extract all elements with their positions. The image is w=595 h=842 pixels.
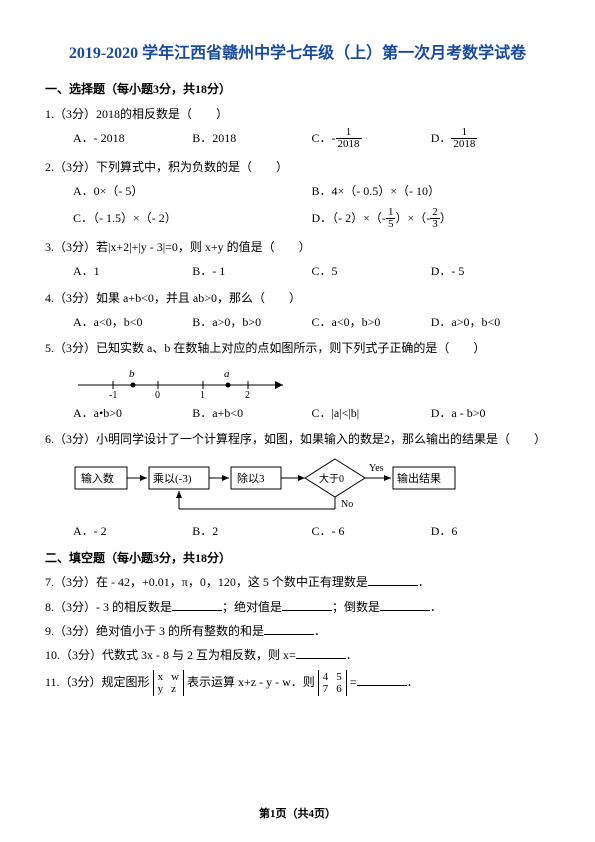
- section-2-header: 二、填空题（每小题3分，共18分）: [45, 548, 550, 568]
- q2-options-2: C．（- 1.5）×（- 2） D．（- 2）×（- 15）×（- 23）: [73, 208, 550, 231]
- q3-B: B．- 1: [192, 261, 311, 281]
- svg-text:1: 1: [200, 390, 205, 399]
- section-1-header: 一、选择题（每小题3分，共18分）: [45, 79, 550, 99]
- q8-blank1: [172, 598, 222, 611]
- q5-options: A．a•b>0 B．a+b<0 C．|a|<|b| D．a - b>0: [73, 403, 550, 423]
- q8-blank2: [282, 598, 332, 611]
- svg-text:0: 0: [155, 390, 160, 399]
- q6-options: A．- 2 B．2 C．- 6 D．6: [73, 521, 550, 541]
- q3-C: C．5: [312, 261, 431, 281]
- q4-options: A．a<0，b<0 B．a>0，b>0 C．a<0，b>0 D．a>0，b<0: [73, 312, 550, 332]
- q3-options: A．1 B．- 1 C．5 D．- 5: [73, 261, 550, 281]
- q11-blank: [357, 673, 407, 686]
- q7-blank: [368, 573, 418, 586]
- q6-A: A．- 2: [73, 521, 192, 541]
- q6-C: C．- 6: [312, 521, 431, 541]
- q4-stem: 4.（3分）如果 a+b<0，并且 ab>0，那么（ ）: [45, 288, 550, 308]
- q8-blank3: [380, 598, 430, 611]
- q2-D: D．（- 2）×（- 15）×（- 23）: [312, 208, 551, 231]
- q6-D: D．6: [431, 521, 550, 541]
- q1-C: C．- 12018: [312, 128, 431, 151]
- q2-stem: 2.（3分）下列算式中，积为负数的是（ ）: [45, 157, 550, 177]
- svg-text:大于0: 大于0: [319, 472, 344, 485]
- q5-A: A．a•b>0: [73, 403, 192, 423]
- q4-D: D．a>0，b<0: [431, 312, 550, 332]
- q1-A: A．- 2018: [73, 128, 192, 151]
- q11-matrix2: 45 76: [318, 670, 347, 696]
- q5-D: D．a - b>0: [431, 403, 550, 423]
- q9: 9.（3分）绝对值小于 3 的所有整数的和是．: [45, 621, 550, 641]
- q4-A: A．a<0，b<0: [73, 312, 192, 332]
- q3-stem: 3.（3分）若|x+2|+|y - 3|=0，则 x+y 的值是（ ）: [45, 237, 550, 257]
- q11-matrix1: xw yz: [153, 670, 184, 696]
- svg-text:b: b: [129, 368, 135, 380]
- q1-B: B．2018: [192, 128, 311, 151]
- q5-B: B．a+b<0: [192, 403, 311, 423]
- q6-flowchart: 输入数 乘以(-3) 除以3 大于0 Yes 输出结果 No: [73, 453, 550, 517]
- q3-D: D．- 5: [431, 261, 550, 281]
- q4-C: C．a<0，b>0: [312, 312, 431, 332]
- q5-C: C．|a|<|b|: [312, 403, 431, 423]
- q2-C: C．（- 1.5）×（- 2）: [73, 208, 312, 231]
- exam-title: 2019-2020 学年江西省赣州中学七年级（上）第一次月考数学试卷: [45, 40, 550, 67]
- svg-text:Yes: Yes: [369, 463, 384, 474]
- q2-A: A．0×（- 5）: [73, 181, 312, 201]
- q1-stem: 1.（3分）2018的相反数是（ ）: [45, 104, 550, 124]
- q1-D: D．12018: [431, 128, 550, 151]
- q2-B: B．4×（- 0.5）×（- 10）: [312, 181, 551, 201]
- svg-text:2: 2: [245, 390, 250, 399]
- svg-text:No: No: [341, 499, 353, 510]
- svg-text:乘以(-3): 乘以(-3): [153, 472, 192, 485]
- svg-text:输入数: 输入数: [81, 471, 114, 485]
- svg-text:输出结果: 输出结果: [397, 471, 441, 485]
- q9-blank: [264, 622, 314, 635]
- q5-stem: 5.（3分）已知实数 a、b 在数轴上对应的点如图所示，则下列式子正确的是（ ）: [45, 338, 550, 358]
- q6-B: B．2: [192, 521, 311, 541]
- page-footer: 第1页（共4页）: [0, 805, 595, 824]
- q10: 10.（3分）代数式 3x - 8 与 2 互为相反数，则 x=．: [45, 645, 550, 665]
- q1-options: A．- 2018 B．2018 C．- 12018 D．12018: [73, 128, 550, 151]
- q3-A: A．1: [73, 261, 192, 281]
- svg-text:除以3: 除以3: [237, 471, 265, 485]
- numberline-svg: -1 0 1 2 b a: [73, 363, 293, 399]
- q7: 7.（3分）在 - 42，+0.01，π，0，120，这 5 个数中正有理数是．: [45, 572, 550, 592]
- exam-page: 2019-2020 学年江西省赣州中学七年级（上）第一次月考数学试卷 一、选择题…: [0, 0, 595, 842]
- q5-numberline: -1 0 1 2 b a: [73, 363, 550, 399]
- q8: 8.（3分）- 3 的相反数是；绝对值是；倒数是．: [45, 597, 550, 617]
- svg-text:-1: -1: [109, 390, 117, 399]
- svg-text:a: a: [224, 368, 230, 380]
- q11: 11.（3分）规定图形 xw yz 表示运算 x+z - y - w．则 45 …: [45, 670, 550, 696]
- q4-B: B．a>0，b>0: [192, 312, 311, 332]
- q6-stem: 6.（3分）小明同学设计了一个计算程序，如图，如果输入的数是2，那么输出的结果是…: [45, 429, 550, 449]
- q10-blank: [296, 646, 346, 659]
- flowchart-svg: 输入数 乘以(-3) 除以3 大于0 Yes 输出结果 No: [73, 453, 503, 517]
- q2-options-1: A．0×（- 5） B．4×（- 0.5）×（- 10）: [73, 181, 550, 201]
